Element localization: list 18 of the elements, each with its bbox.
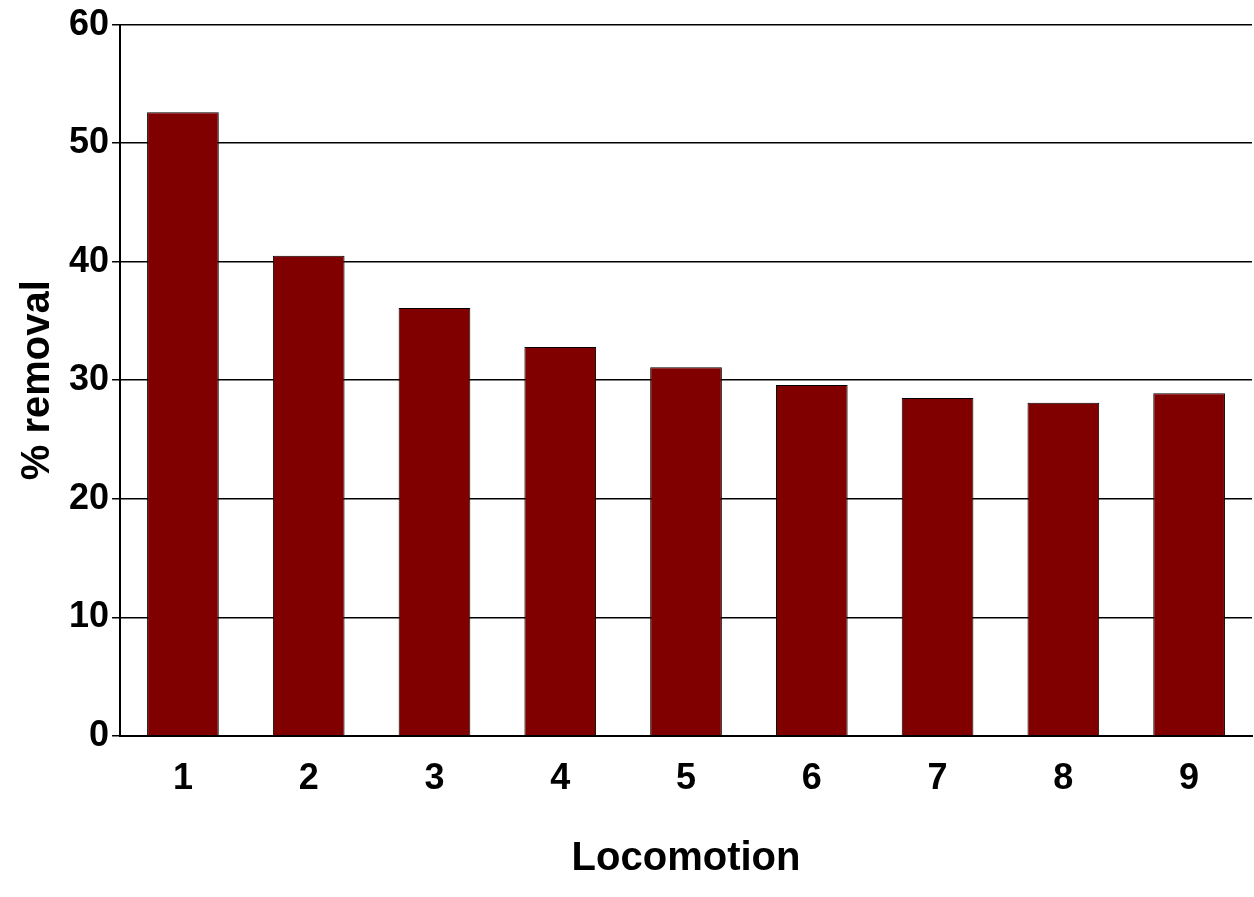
x-tick-label: 5 xyxy=(676,756,697,798)
x-axis-title: Locomotion xyxy=(571,834,801,879)
x-tick-label: 9 xyxy=(1179,756,1200,798)
y-tick-label: 60 xyxy=(69,1,110,43)
x-tick-label: 1 xyxy=(172,756,193,798)
x-tick-label: 8 xyxy=(1053,756,1074,798)
x-tick-label: 7 xyxy=(927,756,948,798)
x-tick-label: 4 xyxy=(550,756,571,798)
y-tick-label: 50 xyxy=(69,120,110,162)
y-axis-title: % removal xyxy=(13,280,58,481)
y-tick-label: 20 xyxy=(69,475,110,517)
x-tick-label: 6 xyxy=(801,756,822,798)
y-tick-label: 10 xyxy=(69,594,110,636)
y-tick-label: 40 xyxy=(69,238,110,280)
y-tick-label: 30 xyxy=(69,357,110,399)
x-tick-label: 3 xyxy=(424,756,445,798)
y-tick-label: 0 xyxy=(89,712,110,754)
x-tick-label: 2 xyxy=(298,756,319,798)
